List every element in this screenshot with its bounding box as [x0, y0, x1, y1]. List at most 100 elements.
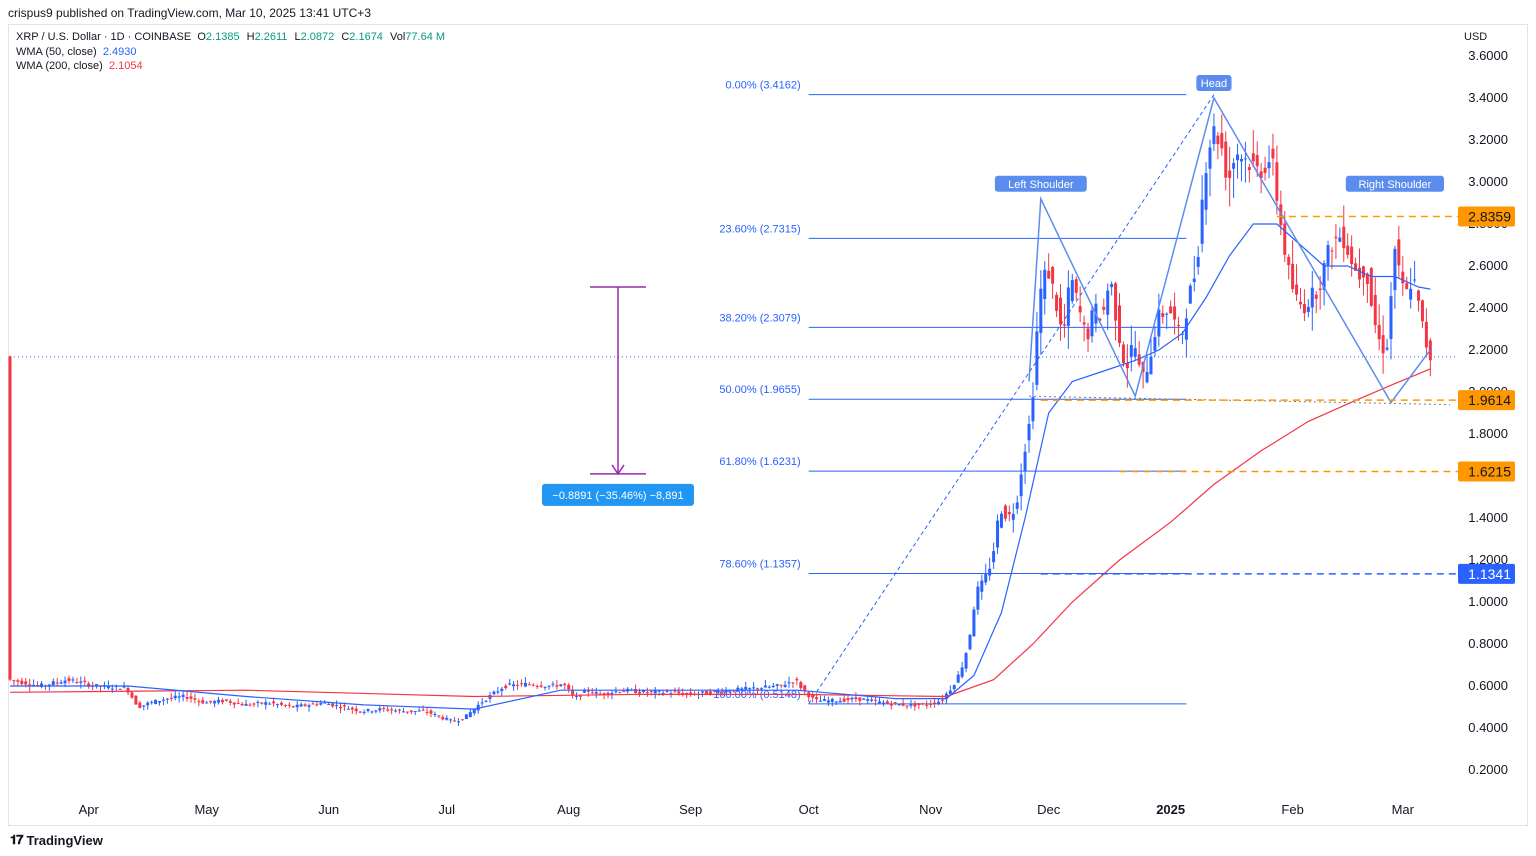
legend-wma200-row[interactable]: WMA (200, close) 2.1054 [16, 60, 143, 72]
candle-body [47, 684, 51, 686]
wma50-line [10, 223, 1431, 710]
candle-body [606, 692, 610, 695]
y-tick-label: 3.2000 [1468, 132, 1508, 147]
candle-body [1031, 397, 1035, 422]
candle-body [1393, 248, 1397, 291]
candle-body [1051, 266, 1055, 284]
candle-body [1003, 505, 1007, 519]
candle-body [232, 702, 236, 705]
candle-body [1043, 269, 1047, 300]
candle-body [1074, 279, 1078, 293]
candle-body [1397, 239, 1401, 266]
candle-body [716, 690, 720, 693]
candle-body [217, 699, 221, 703]
candle-body [1350, 246, 1354, 265]
candle-body [815, 697, 819, 700]
candle-body [665, 690, 669, 693]
candle-body [354, 708, 358, 712]
candle-body [1417, 290, 1421, 301]
candle-body [201, 700, 205, 704]
candle-body [634, 689, 638, 694]
legend-wma50-row[interactable]: WMA (50, close) 2.4930 [16, 46, 136, 58]
wma200-value: 2.1054 [108, 60, 143, 72]
candle-body [75, 682, 79, 684]
candle-body [992, 551, 996, 563]
candle-body [248, 704, 252, 706]
candle-body [1401, 271, 1405, 284]
candle-body [661, 692, 665, 695]
candle-body [1243, 158, 1247, 160]
candle-body [1019, 474, 1023, 497]
candle-body [130, 692, 134, 698]
candle-body [759, 688, 763, 690]
candle-body [1263, 167, 1267, 174]
candle-body [964, 653, 968, 669]
x-tick-label: May [194, 802, 219, 817]
candle-body [260, 702, 264, 704]
candle-body [370, 711, 374, 713]
candle-body [429, 710, 433, 714]
pattern-label: Left Shoulder [1008, 179, 1074, 191]
candle-body [870, 699, 874, 701]
candle-body [893, 702, 897, 704]
wma200-label: WMA (200, close) [16, 60, 103, 72]
y-tick-label: 3.4000 [1468, 90, 1508, 105]
candle-body [736, 687, 740, 692]
candle-body [638, 691, 642, 694]
candle-body [83, 680, 87, 683]
y-tick-label: 1.2000 [1468, 552, 1508, 567]
candle-body [838, 700, 842, 703]
candle-body [1161, 313, 1165, 317]
candle-body [252, 703, 256, 705]
candle-body [925, 704, 929, 706]
candle-body [921, 703, 925, 705]
candle-body [889, 703, 893, 706]
candle-body [551, 683, 555, 685]
candle-body [744, 686, 748, 690]
head-shoulders-line [1028, 96, 1431, 404]
candle-body [1420, 300, 1424, 322]
candle-body [63, 680, 67, 684]
candle-body [940, 699, 944, 701]
price-level-tag [1458, 390, 1515, 411]
candle-body [547, 685, 551, 687]
candle-body [1424, 321, 1428, 348]
candle-body [1283, 223, 1287, 255]
candle-body [476, 704, 480, 711]
candle-body [854, 697, 858, 700]
candle-body [311, 703, 315, 705]
y-tick-label: 1.4000 [1468, 510, 1508, 525]
currency-label[interactable]: USD [1464, 31, 1488, 43]
candle-body [472, 708, 476, 714]
candle-body [110, 688, 114, 690]
candle-body [1298, 301, 1302, 305]
candle-body [417, 710, 421, 712]
candle-body [862, 698, 866, 700]
candle-body [1271, 148, 1275, 159]
candle-body [1062, 324, 1066, 326]
candle-body [16, 680, 20, 682]
candle-body [999, 513, 1003, 528]
candle-body [244, 703, 248, 706]
price-level-label: 2.8359 [1468, 208, 1511, 224]
candle-body [1302, 303, 1306, 314]
fib-label: 61.80% (1.6231) [719, 456, 800, 468]
candle-body [996, 520, 1000, 548]
candle-body [976, 586, 980, 610]
candle-body [720, 692, 724, 694]
candle-body [866, 699, 870, 701]
legend-close-value: 2.1674 [349, 31, 383, 43]
candle-body [165, 698, 169, 700]
candle-body [1090, 310, 1094, 337]
candle-body [980, 580, 984, 592]
candle-body [1007, 512, 1011, 515]
candle-body [150, 701, 154, 703]
tradingview-logo[interactable]: ⁠𝟏𝟕 TradingView [10, 832, 103, 848]
candle-body [39, 683, 43, 687]
pattern-label-bg [1196, 75, 1232, 91]
candle-body [988, 568, 992, 576]
x-tick-label: Oct [799, 802, 820, 817]
candle-body [437, 715, 441, 717]
x-tick-label: Nov [919, 802, 943, 817]
